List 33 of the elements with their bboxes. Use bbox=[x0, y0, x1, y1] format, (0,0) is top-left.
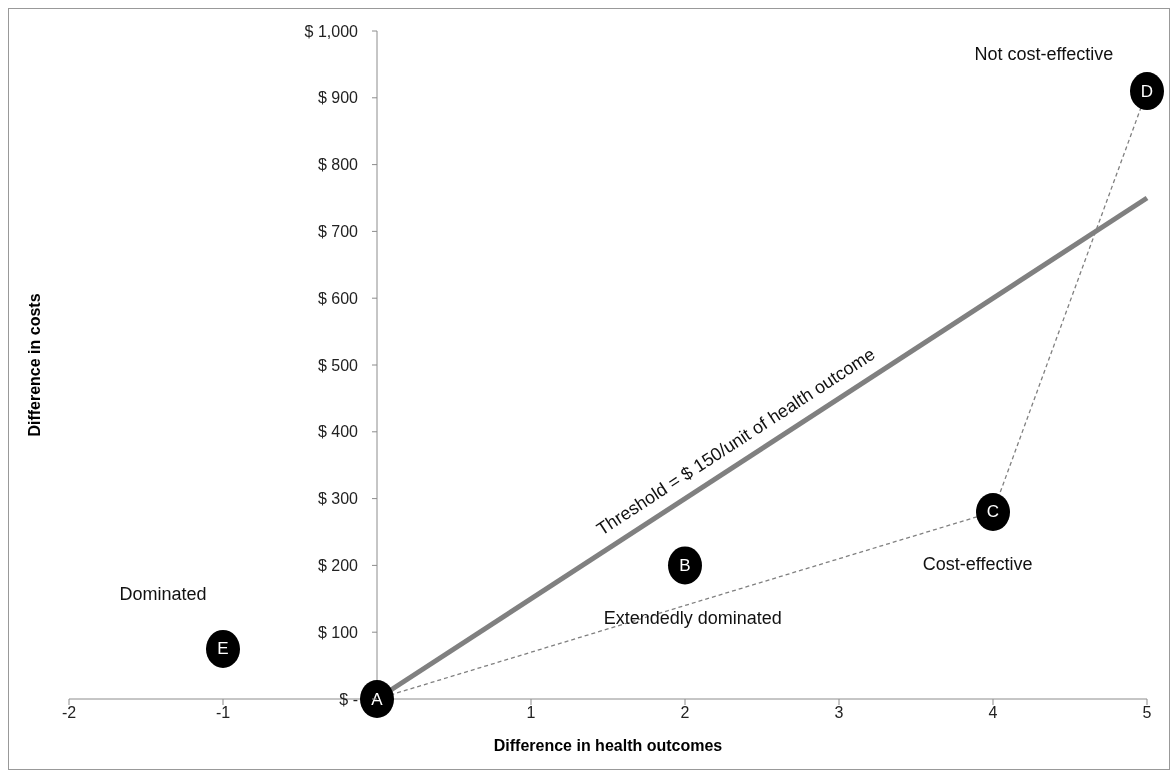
series-label: B bbox=[679, 555, 691, 575]
y-tick-label: $ 700 bbox=[317, 222, 359, 240]
y-axis-title: Difference in costs bbox=[26, 293, 44, 437]
series-label: D bbox=[1140, 81, 1154, 101]
annotation: Dominated bbox=[119, 583, 207, 605]
y-tick-label: $ 500 bbox=[317, 356, 359, 374]
x-tick-label: 1 bbox=[526, 704, 536, 722]
series-label: A bbox=[371, 689, 384, 709]
x-tick-label: 2 bbox=[680, 704, 690, 722]
x-tick-label: 5 bbox=[1142, 704, 1152, 722]
y-tick-label: $ 1,000 bbox=[304, 22, 359, 40]
y-tick-label: $ 200 bbox=[317, 556, 359, 574]
point bbox=[206, 629, 240, 668]
point bbox=[1130, 72, 1164, 111]
point bbox=[976, 492, 1010, 531]
series-label: C bbox=[986, 502, 1000, 522]
y-tick-label: $ - bbox=[339, 690, 358, 708]
annotation: Not cost-effective bbox=[974, 43, 1114, 65]
y-tick-label: $ 100 bbox=[317, 623, 359, 641]
annotation: Cost-effective bbox=[922, 553, 1033, 575]
point bbox=[668, 546, 702, 585]
x-tick-label: -2 bbox=[61, 704, 77, 722]
x-tick-label: 3 bbox=[834, 704, 844, 722]
y-tick-label: $ 900 bbox=[317, 89, 359, 107]
x-tick-label: -1 bbox=[215, 704, 231, 722]
x-axis-title: Difference in health outcomes bbox=[493, 737, 723, 754]
y-tick-label: $ 800 bbox=[317, 156, 359, 174]
annotation: Extendedly dominated bbox=[603, 607, 782, 628]
series-label: E bbox=[217, 639, 229, 659]
x-tick-label: 4 bbox=[988, 704, 998, 722]
y-tick-label: $ 300 bbox=[317, 490, 359, 508]
y-tick-label: $ 400 bbox=[317, 423, 359, 441]
y-tick-label: $ 600 bbox=[317, 289, 359, 307]
